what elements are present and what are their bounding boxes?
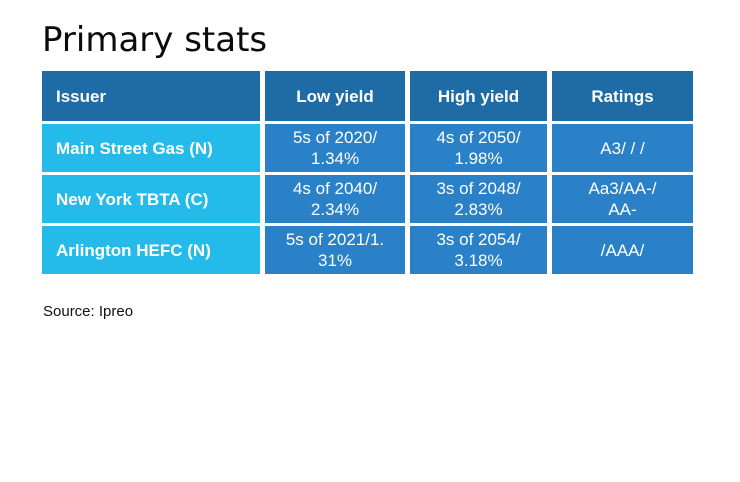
high-yield-cell: 3s of 2048/ 2.83% (410, 175, 547, 223)
table-row: Main Street Gas (N) 5s of 2020/ 1.34% 4s… (42, 124, 693, 172)
high-yield-cell: 3s of 2054/ 3.18% (410, 226, 547, 274)
table-row: Arlington HEFC (N) 5s of 2021/1. 31% 3s … (42, 226, 693, 274)
ratings-cell: /AAA/ (552, 226, 693, 274)
high-yield-cell: 4s of 2050/ 1.98% (410, 124, 547, 172)
table-header-row: Issuer Low yield High yield Ratings (42, 71, 693, 121)
issuer-cell: Arlington HEFC (N) (42, 226, 260, 274)
table-row: New York TBTA (C) 4s of 2040/ 2.34% 3s o… (42, 175, 693, 223)
column-header-ratings: Ratings (552, 71, 693, 121)
low-yield-cell: 5s of 2020/ 1.34% (265, 124, 405, 172)
column-header-issuer: Issuer (42, 71, 260, 121)
primary-stats-table: Issuer Low yield High yield Ratings Main… (42, 71, 693, 277)
issuer-cell: New York TBTA (C) (42, 175, 260, 223)
low-yield-cell: 4s of 2040/ 2.34% (265, 175, 405, 223)
column-header-low-yield: Low yield (265, 71, 405, 121)
low-yield-cell: 5s of 2021/1. 31% (265, 226, 405, 274)
issuer-cell: Main Street Gas (N) (42, 124, 260, 172)
ratings-cell: Aa3/AA-/ AA- (552, 175, 693, 223)
source-note: Source: Ipreo (43, 303, 134, 320)
page-title: Primary stats (42, 20, 268, 60)
column-header-high-yield: High yield (410, 71, 547, 121)
ratings-cell: A3/ / / (552, 124, 693, 172)
